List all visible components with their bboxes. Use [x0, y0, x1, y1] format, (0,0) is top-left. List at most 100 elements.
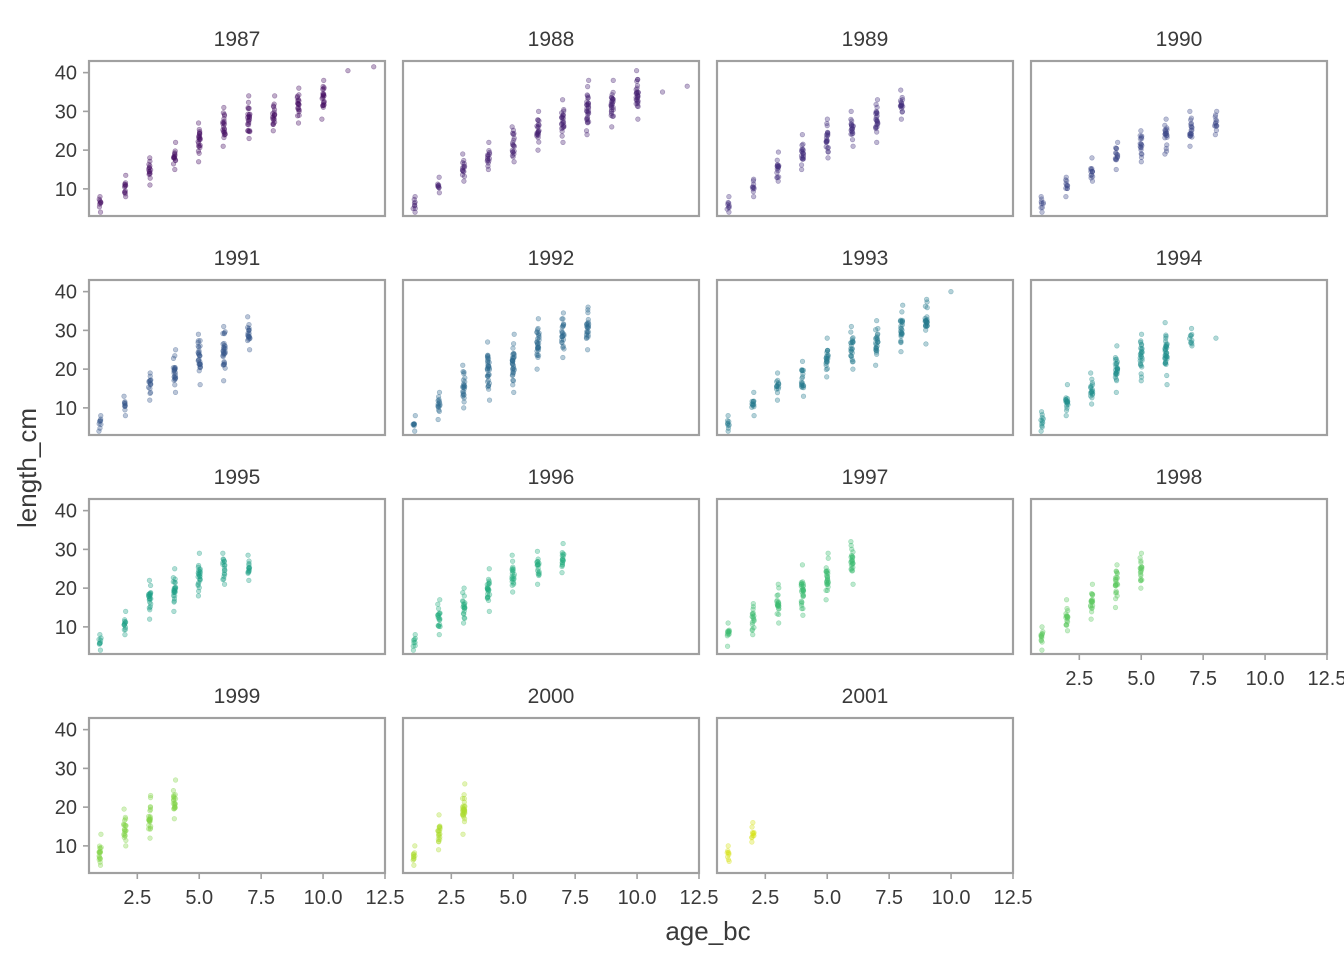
data-point	[245, 330, 251, 336]
data-point	[1163, 361, 1169, 368]
data-point	[98, 421, 104, 428]
data-point	[849, 339, 856, 346]
data-point	[560, 344, 566, 350]
data-point	[823, 355, 829, 361]
data-point	[510, 372, 516, 378]
point-group	[1038, 320, 1219, 434]
data-point	[897, 328, 904, 335]
data-point	[173, 585, 179, 591]
data-point	[634, 90, 640, 96]
panel-frame	[401, 59, 701, 218]
facet-panel-1993: 1993	[715, 247, 1015, 437]
data-point	[511, 143, 518, 149]
point-group	[724, 820, 757, 864]
data-point	[98, 831, 104, 837]
data-point	[122, 632, 128, 638]
data-point	[195, 349, 201, 356]
data-point	[873, 327, 879, 333]
data-point	[147, 382, 154, 388]
data-point	[1187, 133, 1194, 139]
data-point	[462, 375, 468, 381]
data-point	[560, 321, 567, 327]
data-point	[436, 632, 442, 638]
data-point	[197, 353, 203, 359]
data-point	[1064, 399, 1070, 405]
data-point	[535, 581, 541, 587]
data-point	[874, 118, 880, 124]
data-point	[873, 345, 879, 351]
data-point	[1139, 355, 1145, 361]
facet-panel-1989: 1989	[715, 28, 1015, 218]
data-point	[1188, 325, 1195, 332]
data-point	[1113, 361, 1120, 367]
data-point	[221, 359, 227, 365]
data-point	[172, 166, 178, 173]
data-point	[197, 569, 203, 575]
data-point	[197, 129, 203, 135]
data-point	[898, 339, 904, 346]
data-point	[1112, 155, 1118, 162]
data-point	[535, 325, 541, 332]
data-point	[220, 550, 226, 556]
data-point	[1089, 392, 1096, 398]
data-point	[749, 824, 755, 830]
data-point	[247, 336, 253, 342]
data-point	[535, 129, 542, 135]
data-point	[1138, 585, 1144, 591]
data-point	[1089, 166, 1095, 172]
data-point	[825, 355, 831, 362]
data-point	[222, 365, 228, 371]
data-point	[171, 608, 177, 614]
data-point	[246, 333, 252, 339]
data-point	[410, 421, 416, 427]
data-point	[220, 349, 227, 356]
data-point	[195, 570, 201, 576]
data-point	[245, 128, 251, 134]
facet-panel-1988: 1988	[401, 28, 701, 218]
data-point	[221, 573, 227, 579]
data-point	[509, 566, 515, 572]
data-point	[412, 413, 418, 419]
data-point	[559, 324, 565, 330]
data-point	[172, 802, 178, 808]
data-point	[436, 389, 443, 395]
data-point	[824, 130, 831, 136]
data-point	[1113, 145, 1120, 152]
data-point	[634, 99, 641, 105]
data-point	[484, 365, 491, 372]
data-point	[321, 98, 327, 104]
facet-label: 1996	[528, 466, 575, 489]
data-point	[823, 355, 829, 361]
data-point	[296, 112, 302, 118]
data-point	[197, 338, 203, 344]
x-tick-label: 12.5	[994, 887, 1033, 909]
data-point	[849, 137, 856, 143]
data-point	[510, 351, 516, 357]
data-point	[171, 366, 178, 372]
data-point	[122, 183, 128, 189]
x-tick-label: 2.5	[437, 887, 465, 909]
data-point	[561, 124, 567, 130]
data-point	[147, 804, 153, 810]
data-point	[510, 558, 516, 564]
data-point	[172, 375, 179, 381]
data-point	[559, 339, 565, 346]
data-point	[271, 116, 277, 122]
data-point	[295, 101, 301, 107]
data-point	[321, 91, 327, 97]
data-point	[899, 331, 905, 337]
point-group	[96, 64, 377, 215]
data-point	[726, 203, 732, 209]
data-point	[221, 118, 227, 125]
data-point	[585, 109, 591, 115]
data-point	[850, 366, 856, 372]
data-point	[872, 336, 879, 342]
data-point	[122, 182, 128, 188]
data-point	[247, 111, 253, 117]
data-point	[1163, 335, 1169, 341]
data-point	[560, 333, 566, 339]
data-point	[411, 421, 417, 427]
data-point	[1138, 145, 1144, 151]
data-point	[608, 112, 614, 118]
data-point	[608, 101, 614, 108]
